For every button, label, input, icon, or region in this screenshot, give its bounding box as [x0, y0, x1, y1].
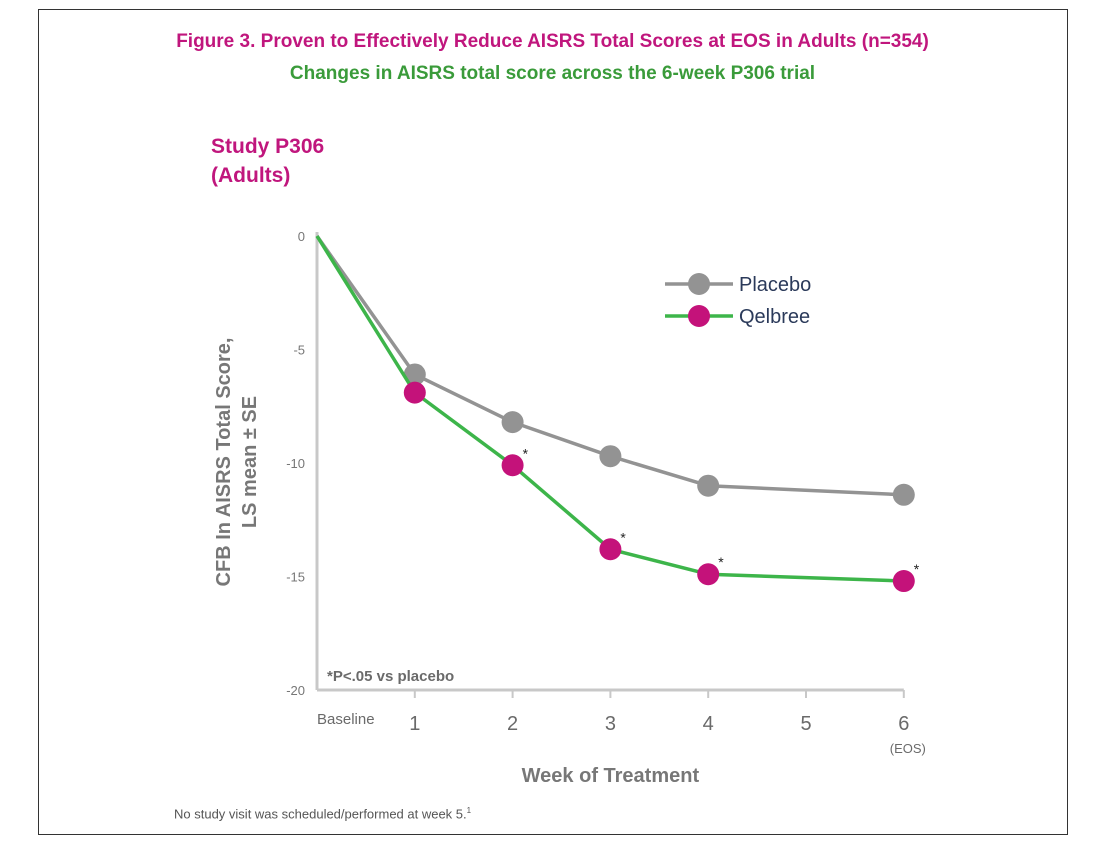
y-axis-label: CFB In AISRS Total Score, LS mean ± SE [213, 338, 261, 587]
footnote-reference: 1 [466, 806, 472, 815]
legend-marker-qelbree [688, 305, 710, 327]
footnote: No study visit was scheduled/performed a… [174, 806, 471, 821]
y-tick-label: -20 [286, 683, 305, 698]
data-point-placebo [501, 411, 524, 434]
y-axis-label-line1: CFB In AISRS Total Score, [213, 338, 235, 587]
data-point-placebo [403, 363, 426, 386]
x-tick-label: 1 [409, 713, 420, 735]
x-tick-label: 4 [703, 713, 714, 735]
y-tick-label: -10 [286, 456, 305, 471]
data-point-placebo [892, 483, 915, 506]
legend-marker-placebo [688, 273, 710, 295]
legend-label-placebo: Placebo [739, 274, 811, 296]
significance-marker: * [914, 561, 920, 577]
significance-marker: * [620, 529, 626, 545]
x-tick-label: 3 [605, 713, 616, 735]
significance-marker: * [523, 445, 529, 461]
figure-frame [38, 9, 1068, 835]
data-point-qelbree [697, 563, 720, 586]
series-line-placebo [315, 234, 904, 497]
x-tick-label: 2 [507, 713, 518, 735]
data-point-placebo [599, 445, 622, 468]
data-point-qelbree [403, 381, 426, 404]
x-tick-sublabel: (EOS) [890, 741, 926, 756]
study-population: (Adults) [211, 164, 291, 187]
significance-marker: * [718, 554, 724, 570]
significance-note: *P<.05 vs placebo [327, 668, 454, 685]
x-tick-label: 6 [898, 713, 909, 735]
y-axis-label-line2: LS mean ± SE [239, 396, 261, 528]
data-point-qelbree [501, 454, 524, 477]
data-point-placebo [697, 474, 720, 497]
x-axis-label: Week of Treatment [522, 765, 700, 787]
y-tick-label: 0 [298, 229, 305, 244]
study-name: Study P306 [211, 135, 325, 158]
study-label: Study P306 (Adults) [211, 132, 324, 190]
legend-label-qelbree: Qelbree [739, 306, 810, 328]
figure-subtitle: Changes in AISRS total score across the … [289, 63, 816, 84]
y-tick-label: -5 [293, 343, 305, 358]
data-point-qelbree [599, 538, 622, 561]
y-tick-label: -15 [286, 570, 305, 585]
x-tick-label: Baseline [317, 711, 375, 728]
series-line-qelbree [315, 235, 904, 583]
footnote-text: No study visit was scheduled/performed a… [174, 806, 467, 822]
figure-title: Figure 3. Proven to Effectively Reduce A… [176, 31, 929, 52]
x-tick-label: 5 [800, 713, 811, 735]
data-point-qelbree [892, 570, 915, 593]
